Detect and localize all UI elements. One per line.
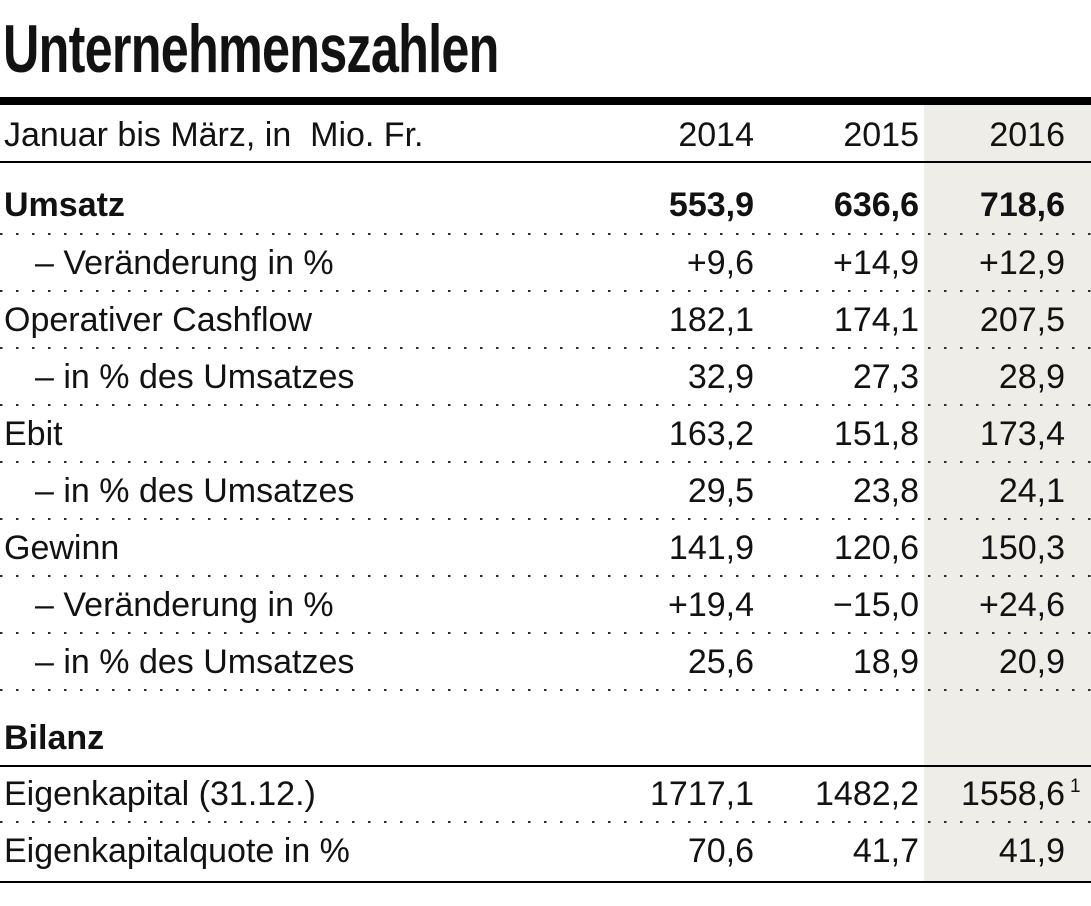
value-2014: 163,2 — [668, 414, 754, 453]
table-header-row: Januar bis März, in Mio. Fr. 2014 2015 2… — [0, 105, 1091, 163]
value-2014: 70,6 — [687, 832, 754, 871]
value-2016: 150,3 — [979, 528, 1065, 567]
row-label: – Veränderung in % — [35, 587, 334, 624]
table-row: – Veränderung in % +19,4 −15,0 +24,6 — [0, 577, 1091, 634]
column-header-2016: 2016 — [989, 116, 1065, 155]
page-title-text: Unternehmenszahlen — [3, 11, 499, 87]
value-2016: 24,1 — [998, 471, 1065, 510]
value-2016: 28,9 — [998, 357, 1065, 396]
row-label: – in % des Umsatzes — [35, 359, 355, 396]
table-row: – Veränderung in % +9,6 +14,9 +12,9 — [0, 235, 1091, 292]
value-2015: −15,0 — [832, 585, 919, 624]
table-row: – in % des Umsatzes 29,5 23,8 24,1 — [0, 463, 1091, 520]
value-2015: 23,8 — [852, 471, 919, 510]
row-label: Ebit — [4, 416, 63, 453]
value-2015: 120,6 — [833, 528, 919, 567]
row-label: Eigenkapital (31.12.) — [4, 777, 316, 813]
value-2014: +19,4 — [667, 585, 754, 624]
table-row: Gewinn 141,9 120,6 150,3 — [0, 520, 1091, 577]
value-2015: 1482,2 — [815, 775, 919, 814]
value-2015: 174,1 — [833, 300, 919, 339]
table-body: Umsatz 553,9 636,6 718,6 – Veränderung in % +… — [0, 163, 1091, 883]
row-label: Umsatz — [4, 188, 125, 224]
row-label: – Veränderung in % — [35, 245, 334, 282]
value-2014: 182,1 — [668, 300, 754, 339]
value-2015: 151,8 — [833, 414, 919, 453]
value-2014: 32,9 — [687, 357, 754, 396]
value-2014: 25,6 — [687, 642, 754, 681]
value-2015: 27,3 — [852, 357, 919, 396]
row-label: Operativer Cashflow — [4, 302, 313, 339]
row-label: Eigenkapitalquote in % — [4, 834, 350, 870]
top-rule — [0, 97, 1091, 105]
value-2014: 29,5 — [687, 471, 754, 510]
value-2016: 718,6 — [979, 186, 1065, 225]
row-label: Bilanz — [4, 721, 105, 757]
value-2016: +12,9 — [978, 243, 1065, 282]
table-row: – in % des Umsatzes 32,9 27,3 28,9 — [0, 349, 1091, 406]
figures-table: Januar bis März, in Mio. Fr. 2014 2015 2… — [0, 105, 1091, 883]
row-label: – in % des Umsatzes — [35, 473, 355, 510]
table-row: Eigenkapital (31.12.) 1717,1 1482,2 1558,6 1 — [0, 767, 1091, 823]
column-header-2015: 2015 — [843, 116, 919, 155]
value-2014: +9,6 — [686, 243, 754, 282]
table-row: Umsatz 553,9 636,6 718,6 — [0, 163, 1091, 235]
table-subtitle: Januar bis März, in Mio. Fr. — [4, 118, 424, 154]
value-2016: +24,6 — [978, 585, 1065, 624]
column-header-2014: 2014 — [678, 116, 754, 155]
value-2016: 207,5 — [979, 300, 1065, 339]
table-row: Eigenkapitalquote in % 70,6 41,7 41,9 — [0, 823, 1091, 883]
value-2015: 41,7 — [852, 832, 919, 871]
value-2016: 1558,6 1 — [961, 775, 1081, 814]
value-2016: 41,9 — [998, 832, 1065, 871]
value-2015: 636,6 — [833, 186, 919, 225]
table-row: – in % des Umsatzes 25,6 18,9 20,9 — [0, 634, 1091, 691]
value-2016: 20,9 — [998, 642, 1065, 681]
value-2014: 1717,1 — [650, 775, 754, 814]
value-2015: +14,9 — [832, 243, 919, 282]
value-2014: 553,9 — [668, 186, 754, 225]
value-2014: 141,9 — [668, 528, 754, 567]
page-title: Unternehmenszahlen — [3, 15, 673, 83]
table-row: Operativer Cashflow 182,1 174,1 207,5 — [0, 292, 1091, 349]
value-2016: 173,4 — [979, 414, 1065, 453]
row-label: – in % des Umsatzes — [35, 644, 355, 681]
row-label: Gewinn — [4, 530, 120, 567]
table-row: Ebit 163,2 151,8 173,4 — [0, 406, 1091, 463]
value-2015: 18,9 — [852, 642, 919, 681]
table-row: Bilanz — [0, 691, 1091, 767]
